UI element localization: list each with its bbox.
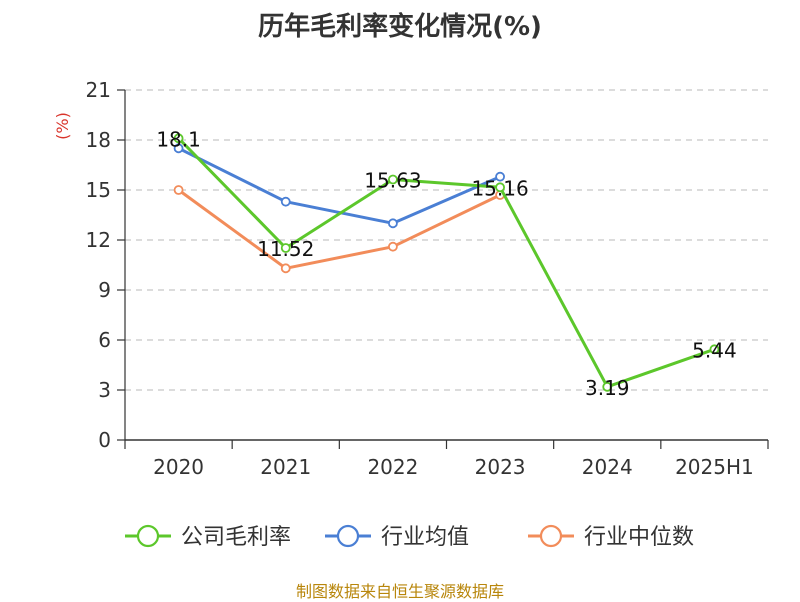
legend-label: 行业均值	[381, 525, 469, 550]
series-line	[177, 188, 501, 270]
x-tick-label: 2025H1	[675, 455, 754, 479]
series-lines	[173, 133, 720, 392]
x-tick-label: 2021	[260, 455, 311, 479]
source-note: 制图数据来自恒生聚源数据库	[295, 582, 504, 601]
data-point	[709, 344, 720, 355]
data-point	[280, 196, 291, 207]
y-axis-unit: (%)	[53, 112, 72, 140]
data-labels: 18.1 11.52 15.63 15.16 3.19 5.44	[156, 127, 736, 400]
x-tick-label: 2023	[475, 455, 526, 479]
legend-swatch-marker	[336, 524, 360, 548]
x-tick-label: 2020	[153, 455, 204, 479]
y-tick-label: 3	[98, 378, 111, 402]
data-label: 15.63	[364, 169, 421, 193]
y-tick-label: 6	[98, 328, 111, 352]
data-point	[173, 185, 184, 195]
data-point	[388, 174, 398, 185]
data-point	[602, 381, 613, 392]
legend-swatch-marker	[136, 524, 160, 548]
series-line	[177, 137, 715, 389]
legend-label: 公司毛利率	[181, 525, 291, 550]
data-label: 18.1	[156, 127, 201, 151]
data-label: 15.16	[471, 176, 528, 200]
data-label: 11.52	[257, 237, 314, 261]
data-point	[495, 171, 505, 182]
data-label: 3.19	[585, 376, 630, 400]
y-tick-label: 12	[86, 228, 111, 252]
y-tick-label: 0	[98, 428, 111, 452]
legend-label: 行业中位数	[584, 525, 694, 550]
chart-title: 历年毛利率变化情况(%)	[258, 12, 542, 42]
y-tick-label: 15	[86, 178, 111, 202]
x-tick-label: 2024	[582, 455, 633, 479]
axes: 0 3 6 9 12 15 18 21 (%) 2020 2021 2022 2023 2024 2025H…	[53, 78, 769, 479]
data-label: 5.44	[692, 338, 737, 362]
legend: 公司毛利率 行业均值 行业中位数	[125, 524, 694, 550]
data-point	[280, 263, 291, 274]
y-tick-label: 9	[98, 278, 111, 302]
data-point	[388, 218, 398, 229]
x-tick-label: 2022	[367, 455, 418, 479]
data-point	[173, 133, 184, 144]
data-point	[388, 241, 398, 252]
legend-swatch-marker	[539, 524, 563, 548]
grid-lines	[125, 89, 768, 391]
data-point	[495, 182, 505, 193]
data-point	[280, 243, 291, 253]
data-point	[173, 143, 184, 154]
y-tick-label: 18	[86, 128, 111, 152]
y-tick-label: 21	[86, 78, 111, 102]
